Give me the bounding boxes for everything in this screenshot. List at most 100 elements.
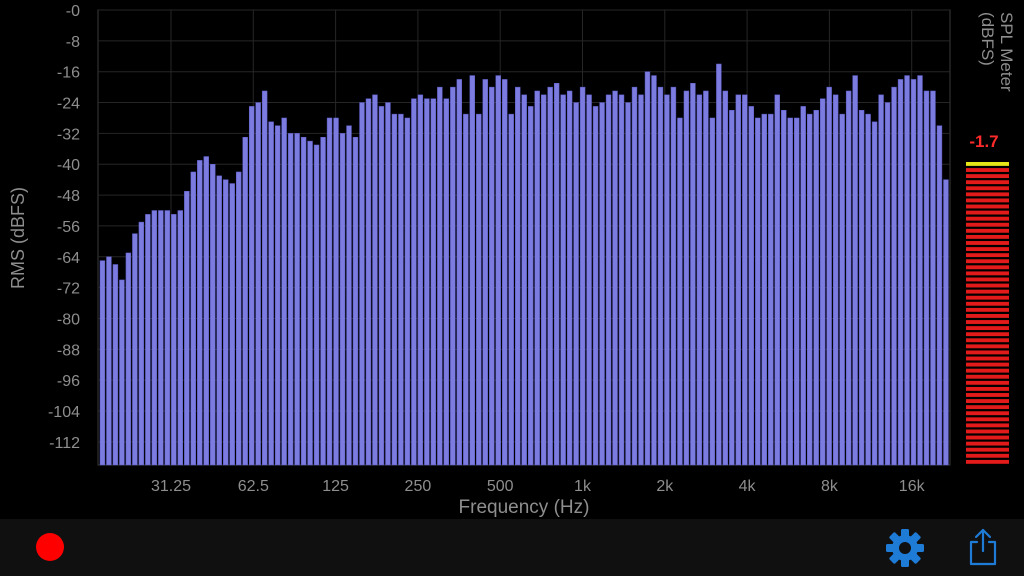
bar: [832, 94, 839, 466]
x-tick-label: 500: [487, 478, 514, 495]
y-tick-label: -72: [57, 281, 80, 298]
y-tick-label: -0: [66, 3, 80, 20]
meter-segment: [966, 168, 1009, 172]
bar: [670, 86, 677, 466]
y-tick-label: -96: [57, 373, 80, 390]
bar: [521, 94, 527, 466]
bar: [437, 86, 443, 466]
bar: [151, 210, 158, 466]
bar: [320, 137, 326, 466]
y-tick-label: -8: [66, 34, 80, 51]
y-tick-label: -64: [57, 250, 80, 267]
bar: [664, 94, 670, 466]
gear-icon: [886, 529, 924, 567]
settings-button[interactable]: [884, 527, 926, 569]
x-tick-label: 125: [322, 478, 349, 495]
x-axis-ticks: 31.25 62.5 125 250 500 1k 2k 4k 8k 16k: [151, 478, 926, 495]
bar: [774, 94, 780, 466]
bar: [631, 86, 638, 466]
bar: [722, 90, 729, 466]
meter-segment: [966, 368, 1009, 373]
bar: [443, 98, 450, 466]
bar: [787, 117, 793, 466]
bar: [852, 75, 858, 466]
bar: [865, 113, 871, 466]
bar: [287, 133, 294, 466]
bottom-toolbar: [0, 519, 1024, 576]
bar: [573, 102, 579, 466]
meter-segment: [966, 435, 1009, 440]
bar: [547, 86, 553, 466]
bar: [515, 86, 521, 466]
bar: [930, 90, 936, 466]
meter-segment: [966, 399, 1009, 403]
bar: [657, 86, 664, 466]
x-tick-label: 1k: [574, 478, 592, 495]
meter-segment: [966, 228, 1009, 233]
bar: [476, 113, 482, 466]
meter-segment: [966, 411, 1009, 416]
meter-segment: [966, 198, 1009, 203]
y-tick-label: -48: [57, 188, 80, 205]
spl-meter-title: SPL Meter: [997, 12, 1016, 92]
meter-segment: [966, 174, 1009, 179]
bar: [391, 113, 398, 466]
meter-segment: [966, 307, 1009, 312]
meter-segment: [966, 253, 1009, 258]
bar: [761, 113, 767, 466]
bar: [677, 117, 683, 466]
bar: [294, 133, 300, 466]
meter-segment: [966, 204, 1009, 209]
bar: [489, 86, 495, 466]
bar: [742, 94, 748, 466]
bar: [145, 214, 151, 466]
bar: [261, 90, 268, 466]
x-tick-label: 4k: [739, 478, 757, 495]
meter-segment: [966, 386, 1009, 391]
bar: [878, 94, 884, 466]
bar: [755, 117, 761, 466]
record-button[interactable]: [36, 533, 64, 561]
bar: [469, 75, 475, 466]
bar: [236, 171, 242, 466]
bar: [339, 133, 346, 466]
meter-segment: [966, 241, 1009, 245]
bar: [794, 117, 800, 466]
bar: [768, 113, 774, 466]
bar: [586, 94, 592, 466]
bar: [696, 94, 703, 466]
bar: [184, 190, 190, 466]
x-tick-label: 2k: [656, 478, 674, 495]
bar: [268, 121, 274, 466]
bar: [612, 90, 618, 466]
bar: [891, 86, 897, 466]
bar: [703, 90, 709, 466]
bar: [119, 279, 125, 466]
bar: [923, 90, 930, 466]
bar: [540, 94, 547, 466]
x-tick-label: 31.25: [151, 478, 191, 495]
bar: [197, 160, 203, 466]
bars: [99, 63, 949, 466]
meter-segment: [966, 180, 1009, 185]
meter-segment: [966, 441, 1009, 446]
bar: [709, 117, 716, 466]
bar: [106, 256, 112, 466]
bar: [502, 79, 508, 466]
bar: [495, 75, 501, 466]
bar: [716, 63, 722, 466]
meter-segment: [966, 186, 1009, 191]
bar: [826, 86, 832, 466]
bar: [333, 117, 339, 466]
meter-segment: [966, 271, 1009, 276]
meter-segment: [966, 210, 1009, 215]
bar: [897, 79, 904, 466]
x-tick-label: 16k: [899, 478, 926, 495]
share-button[interactable]: [966, 527, 1000, 567]
meter-segment: [966, 289, 1009, 294]
y-tick-label: -88: [57, 342, 80, 359]
spectrum-chart: -0 -8 -16 -24 -32 -40 -48 -56 -64 -72 -80 -88 -96 -10…: [8, 3, 1016, 518]
bar: [638, 94, 644, 466]
bar: [352, 137, 359, 466]
bar: [450, 86, 456, 466]
